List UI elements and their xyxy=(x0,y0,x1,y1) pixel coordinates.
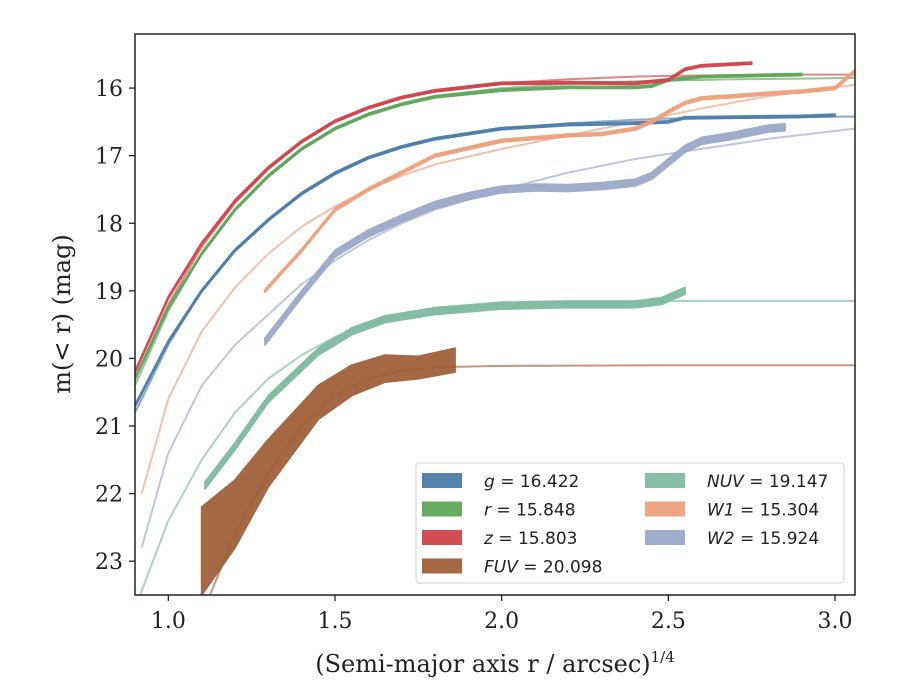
x-axis: 1.0 1.5 2.0 2.5 3.0 xyxy=(151,595,853,634)
x-tick-label: 1.0 xyxy=(151,609,186,634)
profile-band-g xyxy=(135,113,836,408)
legend-swatch-W2 xyxy=(645,530,685,545)
legend-swatch-g xyxy=(422,473,462,488)
legend-swatch-FUV xyxy=(422,558,462,574)
y-tick-label: 18 xyxy=(95,212,123,237)
legend-swatch-W1 xyxy=(645,501,685,517)
y-tick-label: 21 xyxy=(95,415,123,440)
curve-of-growth-g xyxy=(135,115,855,413)
legend: g = 16.422 r = 15.848 z = 15.803 FUV = 20.0… xyxy=(415,462,845,584)
legend-label-W2: W2 = 15.924 xyxy=(707,529,819,549)
legend-label-W1: W1 = 15.304 xyxy=(707,501,819,521)
profile-band-W2 xyxy=(264,123,786,346)
legend-label-g: g = 16.422 xyxy=(484,472,579,492)
plot-frame xyxy=(134,33,856,596)
x-tick-label: 3.0 xyxy=(818,609,853,634)
profile-band-FUV xyxy=(200,347,456,595)
legend-swatch-NUV xyxy=(645,473,685,488)
curve-of-growth-W1 xyxy=(140,83,855,494)
x-tick-label: 2.0 xyxy=(484,609,519,634)
x-tick-label: 2.5 xyxy=(651,609,686,634)
legend-label-z: z = 15.803 xyxy=(483,529,577,549)
curve-of-growth-r xyxy=(135,76,855,386)
y-axis: 16 17 18 19 20 21 22 23 xyxy=(95,77,135,575)
legend-label-NUV: NUV = 19.147 xyxy=(707,472,828,492)
y-tick-label: 20 xyxy=(95,347,123,372)
x-tick-label: 1.5 xyxy=(318,609,353,634)
legend-label-r: r = 15.848 xyxy=(484,501,576,521)
y-tick-label: 23 xyxy=(95,550,123,575)
profile-band-W1 xyxy=(264,68,855,294)
curve-of-growth-W2 xyxy=(140,127,855,548)
legend-label-FUV: FUV = 20.098 xyxy=(484,558,602,578)
y-tick-label: 19 xyxy=(95,280,123,305)
profile-layer xyxy=(135,61,855,595)
curve-of-growth-z xyxy=(135,73,855,380)
y-axis-label: m(< r) (mag) xyxy=(48,234,76,393)
x-axis-label: (Semi-major axis r / arcsec)1/4 xyxy=(315,648,675,678)
legend-box xyxy=(415,462,845,584)
legend-swatch-r xyxy=(422,501,462,517)
y-tick-label: 17 xyxy=(95,145,123,170)
profile-band-NUV xyxy=(204,286,686,490)
profile-band-r xyxy=(135,72,803,381)
legend-swatch-z xyxy=(422,530,462,545)
y-tick-label: 16 xyxy=(95,77,123,102)
y-tick-label: 22 xyxy=(95,483,123,508)
profile-band-z xyxy=(135,61,753,374)
